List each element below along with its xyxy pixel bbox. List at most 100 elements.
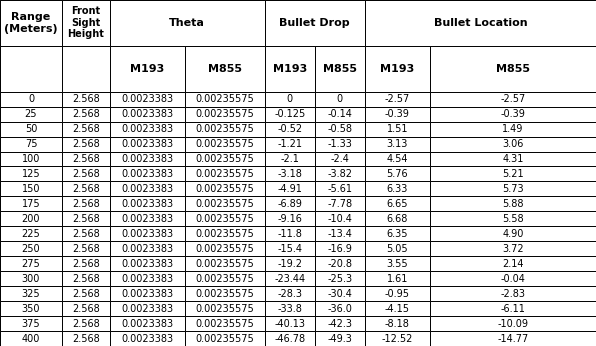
Text: Theta: Theta: [169, 18, 205, 28]
Bar: [430, 92, 596, 107]
Text: 0: 0: [287, 94, 293, 104]
Text: 0.0023383: 0.0023383: [121, 124, 173, 134]
Text: -33.8: -33.8: [277, 303, 302, 313]
Bar: [265, 137, 315, 152]
Bar: [365, 211, 430, 226]
Bar: [0, 256, 62, 271]
Text: 0.00235575: 0.00235575: [195, 94, 254, 104]
Text: 1.61: 1.61: [387, 274, 408, 284]
Text: Bullet Drop: Bullet Drop: [280, 18, 350, 28]
Text: -0.14: -0.14: [327, 109, 352, 119]
Bar: [0, 0, 62, 46]
Text: 5.76: 5.76: [386, 169, 408, 179]
Text: 0.00235575: 0.00235575: [195, 334, 254, 344]
Text: 400: 400: [22, 334, 40, 344]
Bar: [0, 181, 62, 197]
Bar: [110, 197, 185, 211]
Text: 0.00235575: 0.00235575: [195, 184, 254, 194]
Text: 3.72: 3.72: [502, 244, 524, 254]
Text: 200: 200: [21, 214, 41, 224]
Text: 125: 125: [21, 169, 41, 179]
Text: 2.568: 2.568: [72, 169, 100, 179]
Bar: [185, 331, 265, 346]
Text: 0.0023383: 0.0023383: [121, 274, 173, 284]
Text: 5.05: 5.05: [386, 244, 408, 254]
Text: -3.18: -3.18: [277, 169, 302, 179]
Bar: [430, 226, 596, 241]
Text: 5.58: 5.58: [502, 214, 524, 224]
Bar: [0, 301, 62, 316]
Text: 0.0023383: 0.0023383: [121, 184, 173, 194]
Bar: [185, 166, 265, 181]
Text: -5.61: -5.61: [327, 184, 352, 194]
Bar: [110, 92, 185, 107]
Text: 4.90: 4.90: [502, 229, 523, 239]
Text: -0.04: -0.04: [501, 274, 525, 284]
Bar: [430, 46, 596, 92]
Bar: [265, 286, 315, 301]
Bar: [0, 286, 62, 301]
Bar: [365, 241, 430, 256]
Text: -14.77: -14.77: [497, 334, 529, 344]
Text: 0.00235575: 0.00235575: [195, 154, 254, 164]
Text: 275: 275: [21, 259, 41, 269]
Bar: [315, 121, 365, 137]
Text: 2.568: 2.568: [72, 214, 100, 224]
Bar: [110, 152, 185, 166]
Text: 2.568: 2.568: [72, 319, 100, 329]
Bar: [110, 256, 185, 271]
Text: M193: M193: [380, 64, 414, 74]
Bar: [0, 46, 62, 92]
Bar: [110, 107, 185, 121]
Text: -10.09: -10.09: [497, 319, 529, 329]
Bar: [430, 241, 596, 256]
Bar: [430, 137, 596, 152]
Bar: [110, 46, 185, 92]
Text: 1.49: 1.49: [502, 124, 523, 134]
Text: 0.0023383: 0.0023383: [121, 244, 173, 254]
Text: -7.78: -7.78: [327, 199, 352, 209]
Bar: [430, 331, 596, 346]
Text: -8.18: -8.18: [385, 319, 409, 329]
Text: M855: M855: [207, 64, 242, 74]
Bar: [62, 331, 110, 346]
Bar: [0, 107, 62, 121]
Text: M855: M855: [496, 64, 530, 74]
Bar: [365, 0, 596, 46]
Bar: [185, 256, 265, 271]
Text: 150: 150: [21, 184, 41, 194]
Bar: [265, 92, 315, 107]
Bar: [265, 226, 315, 241]
Text: M855: M855: [322, 64, 357, 74]
Text: -9.16: -9.16: [277, 214, 302, 224]
Text: 2.568: 2.568: [72, 139, 100, 149]
Text: Range
(Meters): Range (Meters): [4, 12, 58, 34]
Bar: [365, 226, 430, 241]
Text: 0: 0: [337, 94, 343, 104]
Text: -30.4: -30.4: [327, 289, 352, 299]
Text: 2.568: 2.568: [72, 154, 100, 164]
Text: -6.11: -6.11: [501, 303, 525, 313]
Bar: [365, 331, 430, 346]
Text: -2.1: -2.1: [280, 154, 299, 164]
Bar: [315, 286, 365, 301]
Text: 6.33: 6.33: [387, 184, 408, 194]
Bar: [430, 197, 596, 211]
Bar: [265, 241, 315, 256]
Text: 3.06: 3.06: [502, 139, 523, 149]
Text: 0.00235575: 0.00235575: [195, 229, 254, 239]
Bar: [265, 121, 315, 137]
Text: 0.0023383: 0.0023383: [121, 169, 173, 179]
Text: 2.568: 2.568: [72, 109, 100, 119]
Bar: [110, 286, 185, 301]
Bar: [265, 211, 315, 226]
Text: -6.89: -6.89: [277, 199, 302, 209]
Text: 0.00235575: 0.00235575: [195, 274, 254, 284]
Text: 0.0023383: 0.0023383: [121, 154, 173, 164]
Text: 0.0023383: 0.0023383: [121, 214, 173, 224]
Text: -0.39: -0.39: [501, 109, 525, 119]
Bar: [430, 152, 596, 166]
Bar: [265, 152, 315, 166]
Text: 225: 225: [21, 229, 41, 239]
Text: 6.65: 6.65: [386, 199, 408, 209]
